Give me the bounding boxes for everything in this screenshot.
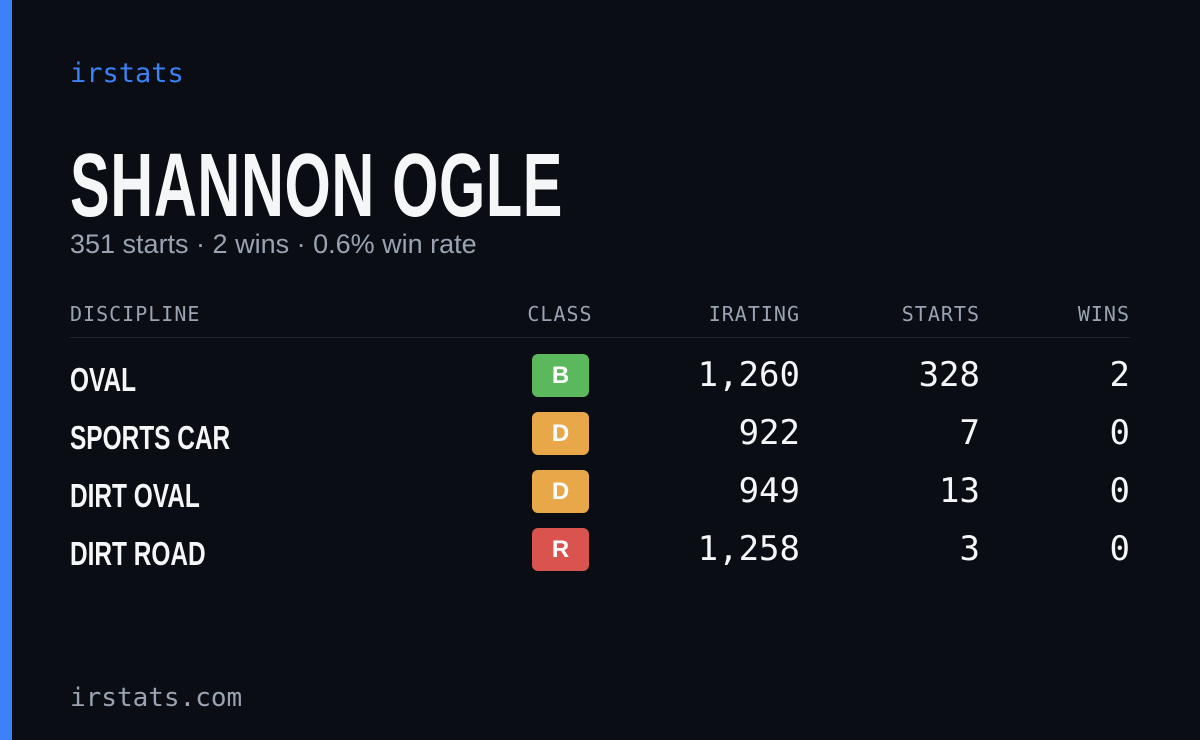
- discipline: SPORTS CAR: [70, 419, 231, 456]
- cell-irating: 1,260: [697, 355, 800, 395]
- column-header: CLASS: [527, 302, 593, 326]
- cell-starts: 328: [918, 355, 980, 395]
- cell-wins: 0: [1109, 529, 1130, 569]
- header-rule: [70, 337, 1130, 338]
- cell-irating: 949: [738, 471, 800, 511]
- column-header: IRATING: [708, 302, 800, 326]
- class-badge: D: [532, 412, 589, 455]
- player-name: SHANNON OGLE: [70, 136, 564, 236]
- discipline: OVAL: [70, 361, 137, 398]
- cell-starts: 3: [959, 529, 980, 569]
- cell-wins: 0: [1109, 471, 1130, 511]
- class-badge: B: [532, 354, 589, 397]
- brand: irstats: [70, 58, 184, 89]
- cell-irating: 922: [738, 413, 800, 453]
- discipline: DIRT ROAD: [70, 535, 206, 572]
- cell-starts: 7: [959, 413, 980, 453]
- footer: irstats.com: [70, 683, 243, 713]
- cell-wins: 0: [1109, 413, 1130, 453]
- discipline: DIRT OVAL: [70, 477, 200, 514]
- class-badge: D: [532, 470, 589, 513]
- column-header: STARTS: [901, 302, 980, 326]
- accent-bar: [0, 0, 12, 740]
- column-header: WINS: [1077, 302, 1130, 326]
- cell-starts: 13: [939, 471, 980, 511]
- summary: 351 starts · 2 wins · 0.6% win rate: [70, 229, 477, 259]
- cell-wins: 2: [1109, 355, 1130, 395]
- class-badge: R: [532, 528, 589, 571]
- cell-irating: 1,258: [697, 529, 800, 569]
- column-header: DISCIPLINE: [70, 302, 201, 326]
